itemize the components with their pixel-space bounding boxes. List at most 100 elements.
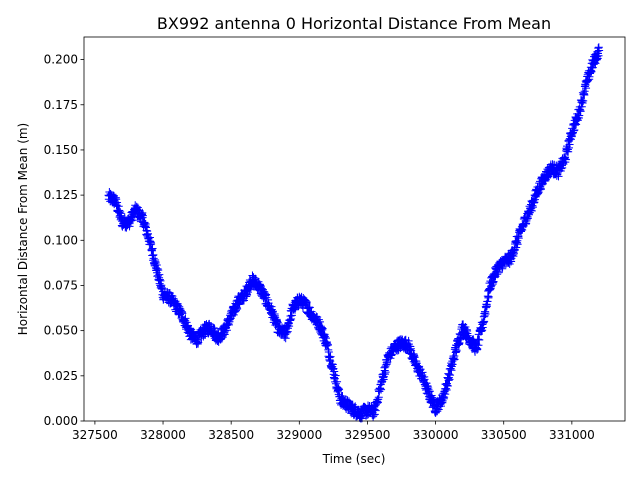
data-point — [564, 147, 573, 156]
data-point — [570, 126, 579, 135]
y-tick-label: 0.000 — [44, 414, 78, 428]
data-point — [433, 407, 442, 416]
data-point — [287, 311, 296, 320]
x-tick-label: 327500 — [72, 428, 118, 442]
chart-title: BX992 antenna 0 Horizontal Distance From… — [157, 14, 551, 33]
data-point — [593, 47, 602, 56]
data-point — [381, 370, 390, 379]
data-point — [273, 317, 282, 326]
data-point — [528, 203, 537, 212]
data-point — [239, 296, 248, 305]
data-point — [445, 375, 454, 384]
data-point — [523, 214, 532, 223]
data-point — [533, 190, 542, 199]
x-tick-label: 331000 — [549, 428, 595, 442]
data-point — [377, 385, 386, 394]
y-axis-label: Horizontal Distance From Mean (m) — [16, 123, 30, 335]
data-point — [138, 211, 147, 220]
data-point — [423, 382, 432, 391]
data-point — [256, 281, 265, 290]
data-point — [233, 304, 242, 313]
x-tick-label: 330500 — [481, 428, 527, 442]
data-point — [474, 341, 483, 350]
plot-frame — [83, 36, 626, 422]
data-point — [335, 385, 344, 394]
x-axis-ticks: 327500 328000 328500 329000 329500 330000 3305… — [72, 421, 595, 442]
data-point — [318, 324, 327, 333]
data-point — [558, 163, 567, 172]
data-point — [441, 390, 450, 399]
data-point — [494, 268, 503, 277]
data-point — [536, 185, 545, 194]
data-point — [302, 298, 311, 307]
data-point — [316, 317, 325, 326]
data-point — [246, 284, 255, 293]
y-axis-ticks: 0.000 0.025 0.050 0.075 0.100 0.125 0.150 0.175… — [44, 53, 84, 428]
data-point — [194, 338, 203, 347]
y-tick-label: 0.025 — [44, 369, 78, 383]
data-point — [576, 107, 585, 116]
data-point — [305, 303, 314, 312]
data-point — [572, 120, 581, 129]
y-tick-label: 0.075 — [44, 278, 78, 292]
data-points — [104, 43, 604, 423]
x-tick-label: 329500 — [345, 428, 391, 442]
data-point — [153, 264, 162, 273]
data-point — [381, 368, 390, 377]
y-tick-label: 0.050 — [44, 324, 78, 338]
data-point — [320, 332, 329, 341]
data-point — [513, 240, 522, 249]
data-point — [154, 266, 163, 275]
x-axis-label: Time (sec) — [322, 452, 386, 466]
data-point — [291, 305, 300, 314]
data-point — [588, 63, 597, 72]
data-point — [128, 216, 137, 225]
data-point — [589, 60, 598, 69]
data-point — [595, 46, 604, 55]
x-tick-label: 329000 — [276, 428, 322, 442]
plot-area — [84, 37, 625, 421]
data-point — [326, 352, 335, 361]
data-point — [330, 367, 339, 376]
data-point — [594, 51, 603, 60]
x-tick-label: 330000 — [413, 428, 459, 442]
data-point — [152, 261, 161, 270]
data-point — [578, 88, 587, 97]
data-point — [485, 286, 494, 295]
data-point — [181, 314, 190, 323]
data-point — [148, 244, 157, 253]
data-point — [282, 328, 291, 337]
data-point — [287, 315, 296, 324]
data-point — [481, 309, 490, 318]
data-point — [443, 381, 452, 390]
x-tick-label: 328500 — [208, 428, 254, 442]
data-point — [591, 59, 600, 68]
data-point — [425, 387, 434, 396]
data-point — [484, 292, 493, 301]
data-point — [493, 270, 502, 279]
data-point — [475, 335, 484, 344]
data-point — [480, 317, 489, 326]
data-point — [584, 76, 593, 85]
data-point — [155, 270, 164, 279]
data-point — [321, 334, 330, 343]
data-point — [565, 143, 574, 152]
y-tick-label: 0.125 — [44, 188, 78, 202]
data-point — [387, 351, 396, 360]
data-point — [210, 324, 219, 333]
y-tick-label: 0.200 — [44, 53, 78, 67]
y-tick-label: 0.175 — [44, 98, 78, 112]
data-point — [209, 323, 218, 332]
data-point — [156, 276, 165, 285]
data-point — [443, 382, 452, 391]
data-point — [578, 98, 587, 107]
data-point — [369, 410, 378, 419]
data-point — [331, 371, 340, 380]
data-point — [561, 155, 570, 164]
data-point — [473, 345, 482, 354]
data-point — [113, 198, 122, 207]
y-tick-label: 0.150 — [44, 143, 78, 157]
y-tick-label: 0.100 — [44, 233, 78, 247]
data-point — [527, 206, 536, 215]
